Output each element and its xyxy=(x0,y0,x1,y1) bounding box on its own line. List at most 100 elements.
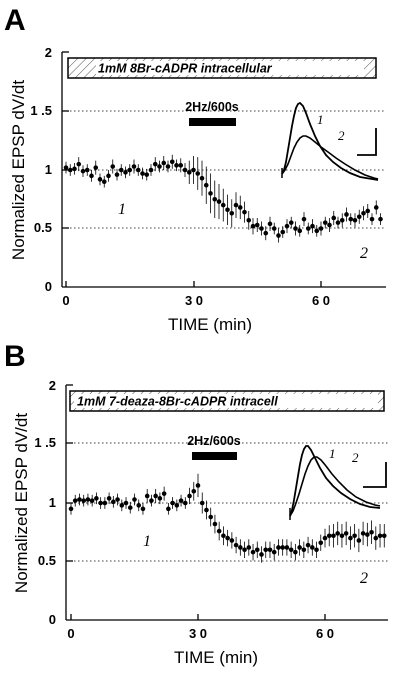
y-tick-label: 1 .5 xyxy=(34,435,56,450)
data-point xyxy=(149,498,154,503)
x-axis-title: TIME (min) xyxy=(174,648,258,667)
data-point xyxy=(369,216,375,222)
data-point xyxy=(326,533,332,539)
data-point xyxy=(157,164,162,169)
data-point xyxy=(72,498,78,503)
data-point xyxy=(195,483,201,488)
y-tick-label: 2 xyxy=(49,378,56,393)
inset-epsp-traces: 1 2 xyxy=(281,101,379,181)
x-tick-label: 0 xyxy=(67,626,74,641)
data-point xyxy=(267,221,273,227)
y-tick-label: 0.5 xyxy=(34,220,52,235)
data-point xyxy=(216,528,222,534)
data-point xyxy=(204,507,209,513)
data-point xyxy=(68,506,74,512)
data-point xyxy=(263,547,269,553)
trace-label-1: 1 xyxy=(329,446,336,461)
data-point xyxy=(318,540,324,546)
data-point xyxy=(186,170,192,175)
x-tick-label: 0 xyxy=(62,293,69,308)
data-point xyxy=(225,207,230,213)
data-point xyxy=(221,533,226,539)
data-point xyxy=(229,210,235,216)
data-point xyxy=(84,167,90,173)
data-point xyxy=(288,220,294,225)
data-point xyxy=(335,220,341,225)
y-tick-label: 1 .5 xyxy=(30,103,52,118)
data-point xyxy=(301,216,307,222)
data-point xyxy=(365,208,371,214)
data-point xyxy=(123,500,129,506)
data-point xyxy=(111,499,116,505)
x-tick-label: 6 0 xyxy=(312,293,330,308)
data-point xyxy=(373,205,379,210)
y-tick-label: 0.5 xyxy=(38,553,56,568)
y-axis-title: Normalized EPSP dV/dt xyxy=(9,80,28,260)
data-point xyxy=(110,164,116,169)
data-point xyxy=(344,212,349,217)
data-point xyxy=(220,202,226,208)
data-point xyxy=(238,545,243,550)
data-point xyxy=(305,226,311,231)
stimulus-bar xyxy=(189,118,236,126)
trace-label-1: 1 xyxy=(317,112,324,127)
y-tick-label: 1 xyxy=(49,495,56,510)
scale-bar xyxy=(357,128,377,156)
panel-b: B 0 0.5 1 1 .5 2 0 3 0 6 0 TIME (min) No… xyxy=(4,340,388,667)
data-point xyxy=(93,165,99,170)
y-tick-label: 0 xyxy=(49,612,56,627)
data-point xyxy=(212,521,218,527)
data-point xyxy=(314,228,320,234)
trace-label-2: 2 xyxy=(338,128,345,143)
stimulus-label: 2Hz/600s xyxy=(185,100,239,114)
data-point xyxy=(144,172,150,177)
data-point xyxy=(327,222,332,228)
panel-letter: B xyxy=(4,340,26,373)
panel-a: A 0 0.5 1 1 .5 2 0 3 0 6 0 TIM xyxy=(4,4,386,334)
data-point xyxy=(144,493,150,499)
data-point xyxy=(242,209,247,215)
data-point xyxy=(152,161,158,167)
condition-label-box: 1mM 8Br-cADPR intracellular xyxy=(67,57,377,79)
data-point xyxy=(301,547,307,553)
data-point xyxy=(127,167,133,173)
data-point xyxy=(339,218,345,223)
data-point xyxy=(80,168,86,174)
data-point xyxy=(348,216,354,222)
data-point xyxy=(89,173,94,179)
data-point xyxy=(67,167,73,173)
phase-label-2: 2 xyxy=(360,570,368,587)
y-axis-title: Normalized EPSP dV/dt xyxy=(12,413,31,593)
axes xyxy=(65,384,388,621)
data-point xyxy=(148,167,154,173)
x-tick-label: 3 0 xyxy=(185,293,203,308)
scale-bar xyxy=(363,462,387,488)
inset-epsp-traces: 1 2 xyxy=(289,445,387,520)
data-point xyxy=(63,165,69,170)
data-point xyxy=(280,545,285,550)
data-point xyxy=(377,533,383,539)
data-point xyxy=(76,161,82,167)
x-tick-label: 3 0 xyxy=(189,626,207,641)
panel-letter: A xyxy=(4,4,26,37)
phase-label-1: 1 xyxy=(143,533,151,550)
data-point xyxy=(254,547,260,553)
data-point xyxy=(335,531,341,536)
x-axis-title: TIME (min) xyxy=(168,315,252,334)
gridlines xyxy=(66,442,388,562)
data-point xyxy=(216,199,222,204)
data-point xyxy=(250,549,256,555)
data-point xyxy=(259,226,264,231)
data-series xyxy=(68,473,387,563)
data-point xyxy=(178,498,184,503)
data-point xyxy=(97,177,103,182)
data-point xyxy=(165,164,171,169)
data-point xyxy=(343,531,349,536)
data-point xyxy=(271,226,277,231)
data-point xyxy=(246,218,252,223)
data-point xyxy=(183,500,188,506)
data-point xyxy=(140,506,146,512)
data-point xyxy=(288,547,294,553)
data-point xyxy=(72,166,77,172)
data-point xyxy=(174,503,180,508)
